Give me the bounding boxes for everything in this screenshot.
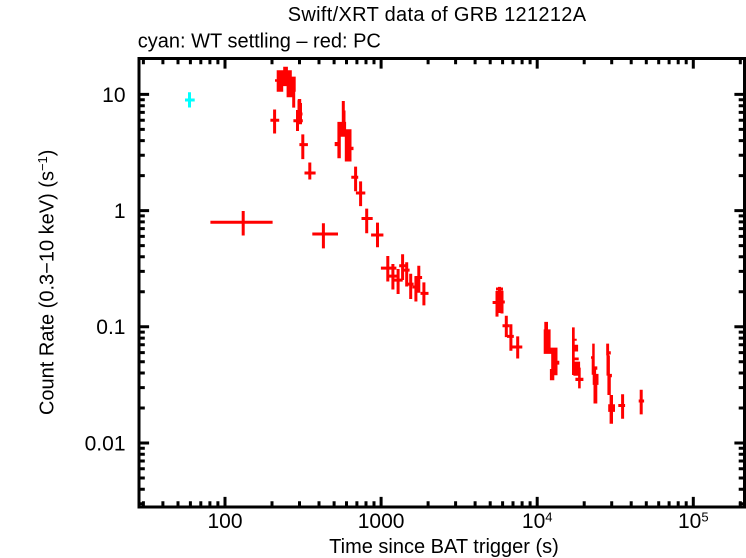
svg-text:100: 100 (207, 510, 242, 533)
svg-text:10: 10 (102, 84, 125, 107)
svg-text:Time since BAT trigger (s): Time since BAT trigger (s) (329, 536, 559, 558)
svg-text:0.1: 0.1 (96, 316, 125, 339)
svg-text:0.01: 0.01 (85, 432, 126, 455)
svg-text:1: 1 (114, 200, 126, 223)
svg-text:Count Rate (0.3−10 keV) (s−1): Count Rate (0.3−10 keV) (s−1) (35, 150, 58, 416)
svg-text:cyan: WT settling – red: PC: cyan: WT settling – red: PC (138, 30, 381, 52)
svg-text:105: 105 (678, 510, 709, 533)
svg-text:Swift/XRT data of GRB 121212A: Swift/XRT data of GRB 121212A (288, 4, 587, 26)
svg-text:104: 104 (522, 510, 553, 533)
svg-text:1000: 1000 (358, 510, 405, 533)
